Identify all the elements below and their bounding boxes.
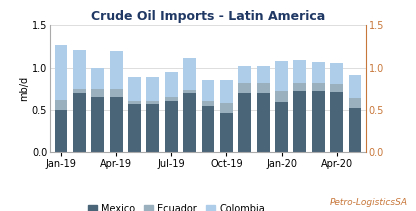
Bar — [220, 113, 233, 152]
Bar — [349, 98, 362, 108]
Bar — [91, 68, 104, 89]
Bar — [220, 103, 233, 113]
Bar — [165, 72, 178, 97]
Bar — [54, 110, 67, 152]
Text: Petro-LogisticsSA: Petro-LogisticsSA — [330, 198, 408, 207]
Bar — [202, 101, 214, 106]
Bar — [165, 97, 178, 101]
Bar — [183, 90, 196, 93]
Bar — [349, 75, 362, 98]
Bar — [146, 77, 159, 101]
Bar — [257, 66, 270, 83]
Bar — [312, 83, 325, 91]
Bar — [293, 83, 306, 91]
Bar — [128, 101, 141, 104]
Bar — [275, 91, 288, 102]
Bar — [146, 104, 159, 152]
Bar — [110, 89, 123, 97]
Y-axis label: mb/d: mb/d — [19, 76, 29, 101]
Bar — [293, 91, 306, 152]
Bar — [54, 100, 67, 110]
Bar — [238, 66, 251, 83]
Bar — [293, 60, 306, 83]
Bar — [128, 77, 141, 101]
Bar — [110, 97, 123, 152]
Bar — [73, 93, 86, 152]
Bar — [312, 91, 325, 152]
Bar — [202, 80, 214, 101]
Bar — [110, 51, 123, 89]
Bar — [238, 93, 251, 152]
Bar — [330, 63, 343, 84]
Bar — [91, 97, 104, 152]
Bar — [91, 89, 104, 97]
Bar — [257, 83, 270, 93]
Bar — [165, 101, 178, 152]
Bar — [183, 58, 196, 90]
Bar — [128, 104, 141, 152]
Bar — [312, 62, 325, 83]
Bar — [330, 92, 343, 152]
Bar — [220, 80, 233, 103]
Bar — [257, 93, 270, 152]
Bar — [275, 102, 288, 152]
Bar — [73, 89, 86, 93]
Bar — [330, 84, 343, 92]
Bar — [183, 93, 196, 152]
Title: Crude Oil Imports - Latin America: Crude Oil Imports - Latin America — [91, 10, 325, 23]
Bar — [202, 106, 214, 152]
Bar — [73, 50, 86, 89]
Legend: Mexico, Ecuador, Colombia: Mexico, Ecuador, Colombia — [84, 200, 269, 211]
Bar — [349, 108, 362, 152]
Bar — [146, 101, 159, 104]
Bar — [54, 45, 67, 100]
Bar — [275, 61, 288, 91]
Bar — [238, 83, 251, 93]
